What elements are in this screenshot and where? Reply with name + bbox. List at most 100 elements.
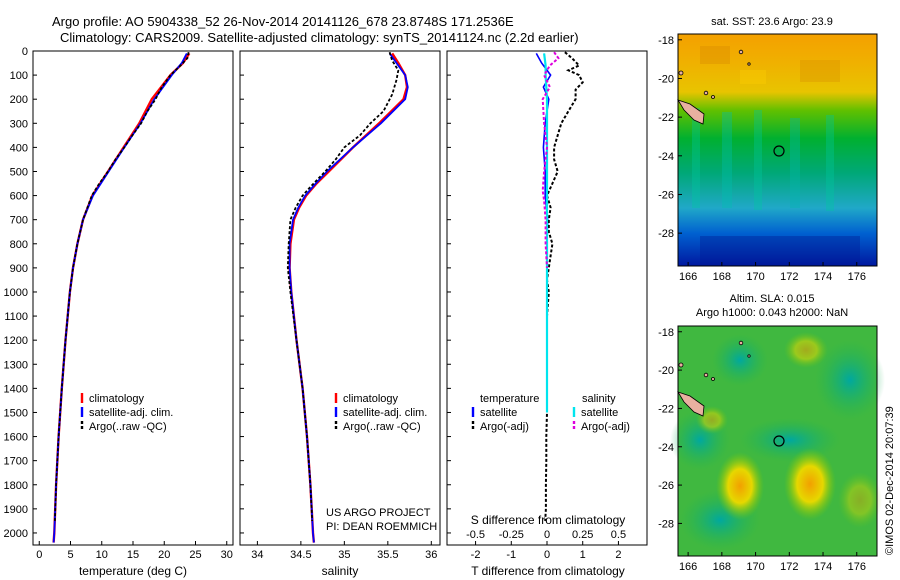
legend-label: satellite-adj. clim.: [343, 407, 427, 419]
depth-tick-label: 1400: [4, 383, 28, 395]
lat-tick-label: -24: [658, 442, 674, 454]
sst-map-title: sat. SST: 23.6 Argo: 23.9: [711, 16, 833, 28]
lat-tick-label: -22: [658, 403, 674, 415]
lat-tick-label: -28: [658, 518, 674, 530]
series-line-temperature-argo-adj-: [544, 51, 584, 521]
t-difference-axis-label: T difference from climatology: [471, 564, 625, 578]
series-line-salinity-argo-adj-: [541, 51, 560, 268]
legend-label: Argo(..raw -QC): [343, 421, 421, 433]
x-tick-label: 0: [36, 549, 42, 561]
lon-tick-label: 174: [814, 271, 832, 283]
x-tick-label: 10: [96, 549, 108, 561]
depth-tick-label: 1000: [4, 287, 28, 299]
x-tick-label: 15: [127, 549, 139, 561]
sst-map: sat. SST: 23.6 Argo: 23.9 166 168 170 172 17…: [658, 16, 878, 283]
lat-tick-label: -18: [658, 35, 674, 47]
lon-tick-label: 170: [746, 271, 764, 283]
lat-tick-label: -28: [658, 228, 674, 240]
salinity-profile-panel: 34 34.5 35 35.5 36 climatology satellite-adj. …: [239, 50, 441, 578]
lon-tick-label: 170: [746, 561, 764, 573]
depth-tick-label: 300: [10, 118, 28, 130]
depth-tick-label: 1800: [4, 480, 28, 492]
depth-tick-label: 800: [10, 239, 28, 251]
lon-tick-label: 174: [814, 561, 832, 573]
sst-argo-location-marker: [773, 145, 785, 157]
s-diff-tick-label: -0.5: [466, 529, 485, 541]
x-tick-label: 1: [580, 549, 586, 561]
sla-islands: [677, 340, 751, 417]
lat-tick-label: -22: [658, 112, 674, 124]
lon-tick-label: 166: [679, 271, 697, 283]
sla-map: Altim. SLA: 0.015 Argo h1000: 0.043 h200…: [658, 293, 885, 573]
legend-header: salinity: [582, 393, 616, 405]
lat-tick-label: -18: [658, 327, 674, 339]
difference-profile-panel: -2 -1 0 1 2 -0.5 -0.25 0 0.25 0.5 temperature salin…: [446, 50, 648, 578]
legend-label: satellite-adj. clim.: [89, 407, 173, 419]
salinity-axes-frame: [239, 50, 441, 546]
lon-tick-label: 176: [848, 561, 866, 573]
lat-tick-label: -26: [658, 189, 674, 201]
figure-title-line1: Argo profile: AO 5904338_52 26-Nov-2014 …: [52, 14, 514, 29]
sla-blobs: [670, 332, 885, 550]
s-diff-tick-label: -0.25: [499, 529, 524, 541]
temperature-axes-frame: [32, 50, 234, 546]
sst-islands: [677, 49, 751, 125]
sla-map-frame: [677, 325, 878, 557]
depth-tick-label: 0: [22, 46, 28, 58]
x-tick-label: 35.5: [377, 549, 398, 561]
depth-tick-label: 1900: [4, 504, 28, 516]
series-line-argo-raw-qc-: [54, 52, 190, 521]
x-tick-label: 35: [338, 549, 350, 561]
legend-label: Argo(-adj): [480, 421, 529, 433]
x-tick-label: 36: [425, 549, 437, 561]
legend-label: satellite: [581, 407, 618, 419]
series-line-satellite-adj-clim-: [288, 52, 409, 543]
x-tick-label: -1: [506, 549, 516, 561]
depth-tick-label: 1100: [4, 311, 28, 323]
depth-tick-label: 2000: [4, 528, 28, 540]
legend-label: Argo(..raw -QC): [89, 421, 167, 433]
lon-tick-label: 172: [780, 561, 798, 573]
x-tick-label: 0: [544, 549, 550, 561]
series-line-climatology: [52, 52, 191, 543]
x-tick-label: 25: [189, 549, 201, 561]
sla-argo-location-marker: [773, 435, 785, 447]
s-difference-axis-label: S difference from climatology: [471, 513, 626, 527]
depth-tick-label: 1300: [4, 359, 28, 371]
lat-tick-label: -20: [658, 73, 674, 85]
s-diff-tick-label: 0.25: [572, 529, 593, 541]
lon-tick-label: 168: [713, 561, 731, 573]
figure-title-line2: Climatology: CARS2009. Satellite-adjuste…: [60, 30, 579, 45]
legend-label: satellite: [480, 407, 517, 419]
depth-tick-label: 1700: [4, 456, 28, 468]
x-tick-label: 2: [615, 549, 621, 561]
depth-tick-label: 700: [10, 215, 28, 227]
depth-tick-label: 400: [10, 142, 28, 154]
s-diff-tick-label: 0.5: [611, 529, 626, 541]
depth-tick-label: 600: [10, 191, 28, 203]
lon-tick-label: 172: [780, 271, 798, 283]
x-tick-label: 20: [158, 549, 170, 561]
sst-texture: [692, 46, 860, 266]
depth-tick-label: 1500: [4, 407, 28, 419]
x-tick-label: 30: [221, 549, 233, 561]
depth-tick-label: 500: [10, 166, 28, 178]
legend-label: Argo(-adj): [581, 421, 630, 433]
lon-tick-label: 176: [848, 271, 866, 283]
depth-tick-label: 100: [10, 70, 28, 82]
lon-tick-label: 168: [713, 271, 731, 283]
s-diff-tick-label: 0: [544, 529, 550, 541]
legend-label: climatology: [343, 393, 399, 405]
salinity-axis-label: salinity: [322, 564, 359, 578]
lat-tick-label: -26: [658, 480, 674, 492]
lon-tick-label: 166: [679, 561, 697, 573]
series-line-satellite-adj-clim-: [52, 52, 188, 543]
legend-label: climatology: [89, 393, 145, 405]
depth-tick-label: 200: [10, 94, 28, 106]
x-tick-label: 5: [67, 549, 73, 561]
project-annotation-line1: US ARGO PROJECT: [326, 507, 431, 519]
imos-credit: ©IMOS 02-Dec-2014 20:07:39: [884, 406, 896, 555]
x-tick-label: 34.5: [290, 549, 311, 561]
depth-tick-label: 900: [10, 263, 28, 275]
project-annotation-line2: PI: DEAN ROEMMICH: [326, 521, 437, 533]
